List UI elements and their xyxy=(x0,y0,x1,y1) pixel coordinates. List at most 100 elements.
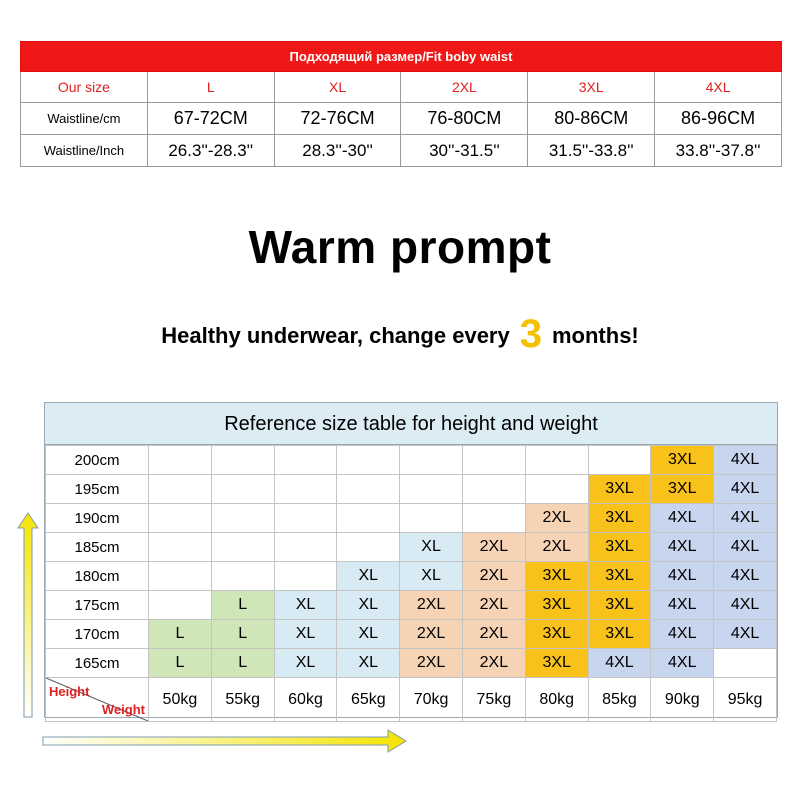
size-cell: 2XL xyxy=(461,590,526,620)
size-cell: XL xyxy=(273,648,338,678)
waist-size-table: Подходящий размер/Fit boby waist Our siz… xyxy=(20,41,782,167)
size-cell: 4XL xyxy=(650,619,715,649)
size-cell: 3XL xyxy=(587,619,652,649)
size-cell: 4XL xyxy=(650,648,715,678)
height-arrow-icon xyxy=(17,512,39,718)
weight-label: 70kg xyxy=(399,677,463,722)
size-cell: XL xyxy=(336,648,401,678)
size-cell: L xyxy=(148,619,212,649)
size-cell xyxy=(273,503,338,533)
waist-table-title: Подходящий размер/Fit boby waist xyxy=(20,41,782,72)
size-cell: 2XL xyxy=(399,648,463,678)
corner-height-label: Height xyxy=(49,684,90,699)
warm-prompt-heading: Warm prompt xyxy=(248,221,552,273)
waistline-inch-value: 30''-31.5'' xyxy=(400,134,529,167)
size-cell: 3XL xyxy=(524,590,589,620)
size-cell: XL xyxy=(336,590,401,620)
size-cell: L xyxy=(148,648,212,678)
size-cell: 3XL xyxy=(587,532,652,562)
size-cell xyxy=(210,474,275,504)
size-cell: 3XL xyxy=(650,445,715,475)
size-cell: L xyxy=(210,619,275,649)
weight-arrow-icon xyxy=(42,729,407,753)
waistline-cm-value: 86-96CM xyxy=(654,102,782,135)
height-label: 185cm xyxy=(45,532,149,562)
size-cell: 3XL xyxy=(527,71,656,103)
size-cell xyxy=(148,503,212,533)
size-cell: 4XL xyxy=(713,590,777,620)
size-cell: 2XL xyxy=(461,648,526,678)
weight-label: 60kg xyxy=(273,677,338,722)
size-cell: 3XL xyxy=(587,561,652,591)
size-cell: 2XL xyxy=(524,503,589,533)
size-cell: 3XL xyxy=(524,648,589,678)
size-cell: 4XL xyxy=(650,503,715,533)
size-cell xyxy=(461,474,526,504)
size-cell: XL xyxy=(399,561,463,591)
size-cell xyxy=(587,445,652,475)
size-cell xyxy=(399,445,463,475)
size-cell: 4XL xyxy=(650,590,715,620)
weight-label: 75kg xyxy=(461,677,526,722)
size-cell: 3XL xyxy=(587,474,652,504)
size-cell: 2XL xyxy=(461,532,526,562)
weight-label: 90kg xyxy=(650,677,715,722)
weight-label: 55kg xyxy=(210,677,275,722)
size-cell xyxy=(336,532,401,562)
size-cell: XL xyxy=(336,619,401,649)
size-cell: 3XL xyxy=(587,503,652,533)
size-cell: 3XL xyxy=(524,619,589,649)
size-cell xyxy=(461,445,526,475)
size-cell xyxy=(148,590,212,620)
size-cell: 2XL xyxy=(399,590,463,620)
size-cell xyxy=(210,503,275,533)
weight-label: 50kg xyxy=(148,677,212,722)
size-cell: 2XL xyxy=(400,71,529,103)
size-cell: 3XL xyxy=(587,590,652,620)
waistline-cm-value: 76-80CM xyxy=(400,102,529,135)
size-cell: 2XL xyxy=(461,619,526,649)
weight-row: Height Weight 50kg 55kg 60kg 65kg 70kg 75kg 80kg… xyxy=(45,677,777,722)
size-cell: 4XL xyxy=(713,445,777,475)
size-cell xyxy=(524,445,589,475)
size-cell xyxy=(273,561,338,591)
size-cell xyxy=(399,474,463,504)
reference-grid: 200cm 3XL 4XL 195cm 3XL 3XL 4XL 190cm 2XL 3XL 4XL 4… xyxy=(45,445,777,722)
height-weight-corner: Height Weight xyxy=(45,677,149,722)
size-cell xyxy=(399,503,463,533)
size-cell xyxy=(148,532,212,562)
waistline-cm-value: 67-72CM xyxy=(146,102,275,135)
size-cell: 2XL xyxy=(524,532,589,562)
size-cell xyxy=(148,474,212,504)
height-row: 195cm 3XL 3XL 4XL xyxy=(45,474,777,504)
size-cell: 2XL xyxy=(461,561,526,591)
weight-label: 95kg xyxy=(713,677,777,722)
height-label: 200cm xyxy=(45,445,149,475)
size-cell: XL xyxy=(273,619,338,649)
size-cell xyxy=(273,474,338,504)
size-cell xyxy=(461,503,526,533)
size-cell: 4XL xyxy=(587,648,652,678)
height-row: 185cm XL 2XL 2XL 3XL 4XL 4XL xyxy=(45,532,777,562)
height-label: 175cm xyxy=(45,590,149,620)
size-cell: 4XL xyxy=(713,561,777,591)
height-row: 180cm XL XL 2XL 3XL 3XL 4XL 4XL xyxy=(45,561,777,591)
size-cell xyxy=(148,445,212,475)
size-cell xyxy=(210,445,275,475)
size-cell xyxy=(336,445,401,475)
size-cell: 4XL xyxy=(713,474,777,504)
size-cell: L xyxy=(210,648,275,678)
weight-label: 85kg xyxy=(587,677,652,722)
size-cell: 4XL xyxy=(713,503,777,533)
corner-weight-label: Weight xyxy=(101,702,145,717)
size-cell: 4XL xyxy=(713,532,777,562)
height-label: 195cm xyxy=(45,474,149,504)
weight-label: 80kg xyxy=(524,677,589,722)
diagonal-divider xyxy=(46,678,148,721)
waistline-inch-value: 28.3''-30'' xyxy=(273,134,402,167)
size-cell xyxy=(273,445,338,475)
change-notice: Healthy underwear, change every 3 months! xyxy=(0,312,800,357)
reference-size-chart: Reference size table for height and weig… xyxy=(44,402,778,722)
size-header: Our size xyxy=(20,71,148,103)
weight-label: 65kg xyxy=(336,677,401,722)
